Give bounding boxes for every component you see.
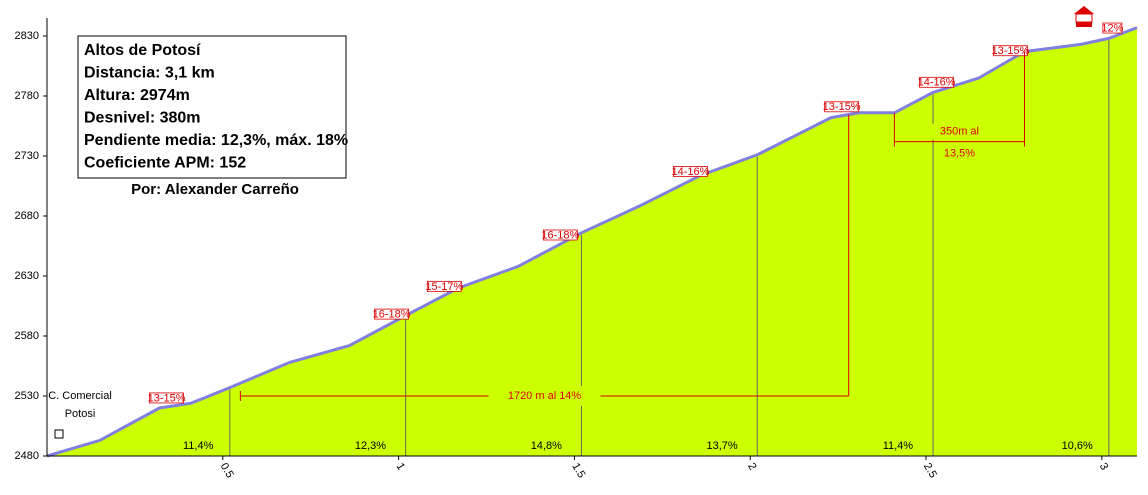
y-tick-label: 2680 <box>15 210 39 222</box>
x-tick-label: 1 <box>393 461 406 472</box>
slope-label-box <box>673 166 708 177</box>
slope-label-box <box>824 101 860 113</box>
bracket-label-bg <box>927 123 992 140</box>
slope-label: 14-16% <box>671 166 709 178</box>
info-box <box>77 35 347 179</box>
slope-label-box <box>426 280 462 292</box>
y-tick-label: 2830 <box>15 30 39 42</box>
slope-label: 12% <box>1101 22 1123 34</box>
y-tick-label: 2780 <box>15 90 39 102</box>
bracket-label: 1720 m al 14% <box>508 390 582 402</box>
slope-label-box <box>149 392 184 404</box>
x-tick-label: 1.5 <box>569 461 587 480</box>
info-line: Desnivel: 380m <box>84 110 201 127</box>
slope-label: 14-16% <box>918 77 956 89</box>
y-tick-label: 2480 <box>15 450 39 462</box>
segment-label: 11,4% <box>183 440 214 452</box>
segment-label: 11,4% <box>883 440 914 452</box>
slope-label: 16-18% <box>373 309 411 321</box>
slope-label-box <box>374 308 409 320</box>
start-label: C. Comercial <box>48 390 112 402</box>
y-tick-label: 2530 <box>15 390 39 402</box>
x-tick-label: 2.5 <box>921 461 939 480</box>
bracket-label: 13,5% <box>944 148 975 160</box>
start-icon <box>54 429 64 439</box>
slope-label: 15-17% <box>425 281 463 293</box>
slope-label-box <box>919 76 954 88</box>
x-tick-label: 3 <box>1097 461 1110 472</box>
segment-label: 10,6% <box>1062 440 1093 452</box>
segment-label: 13,7% <box>706 440 737 452</box>
profile-area <box>47 27 1137 456</box>
bracket-label: 350m al <box>940 126 979 138</box>
slope-label-box <box>542 229 578 241</box>
y-tick-label: 2580 <box>15 330 39 342</box>
slope-label-box <box>1102 22 1123 34</box>
x-tick-label: 0.5 <box>218 461 236 480</box>
info-line: Coeficiente APM: 152 <box>84 155 246 172</box>
slope-label: 13-15% <box>823 101 861 113</box>
segment-label: 14,8% <box>531 440 562 452</box>
info-line: Distancia: 3,1 km <box>84 65 215 82</box>
y-tick-label: 2730 <box>15 150 39 162</box>
start-label: Potosi <box>65 408 96 420</box>
bracket-label-bg <box>488 386 601 406</box>
slope-label-box <box>993 45 1028 57</box>
slope-label: 16-18% <box>541 229 579 241</box>
author: Por: Alexander Carreño <box>131 181 299 198</box>
finish-icon <box>1074 6 1094 27</box>
segment-label: 12,3% <box>355 440 386 452</box>
profile-line <box>46 26 1138 458</box>
plot: 2480 2530 2580 2630 2680 2730 2780 2830 0.5 1 1.5 2… <box>15 18 1138 480</box>
info-line: Altos de Potosí <box>84 42 201 59</box>
info-line: Altura: 2974m <box>84 87 190 104</box>
slope-label: 13-15% <box>991 45 1029 57</box>
x-tick-label: 2 <box>745 461 758 472</box>
info-line: Pendiente media: 12,3%, máx. 18% <box>84 132 348 149</box>
slope-label: 13-15% <box>148 392 186 404</box>
y-tick-label: 2630 <box>15 270 39 282</box>
